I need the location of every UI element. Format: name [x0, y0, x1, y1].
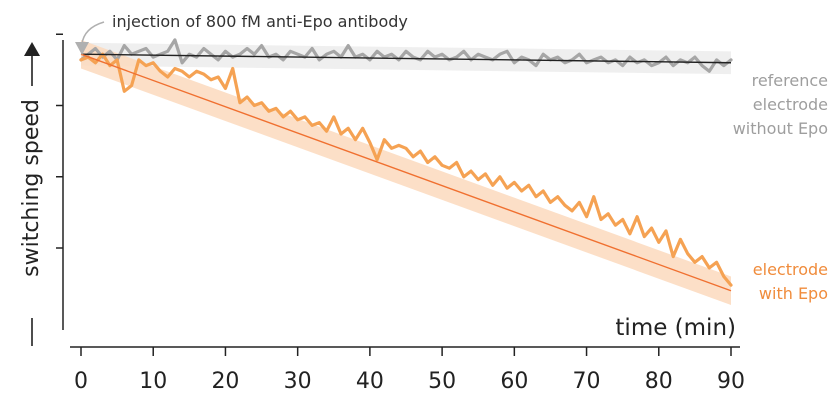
epo-label-line-1: electrode: [753, 260, 828, 279]
reference-label-line-1: reference: [752, 71, 828, 90]
reference-raw-line: [79, 38, 733, 73]
injection-annotation-text: injection of 800 fM anti-Epo antibody: [112, 12, 408, 31]
fit-lines: [80, 53, 732, 292]
x-tick-label-60: 60: [500, 369, 528, 394]
x-tick-label-90: 90: [717, 369, 745, 394]
reference-fit-line: [80, 53, 732, 64]
series-labels: reference electrode without Epo electrod…: [733, 71, 828, 303]
injection-arrow-curve: [81, 21, 105, 45]
epo-fit-line: [80, 53, 732, 292]
x-tick-label-70: 70: [573, 369, 601, 394]
x-tick-label-40: 40: [356, 369, 384, 394]
x-tick-label-20: 20: [211, 369, 239, 394]
reference-label-line-3: without Epo: [733, 119, 828, 138]
y-label-arrow-head: [24, 42, 40, 56]
raw-data-lines: [79, 38, 733, 287]
x-ticks: 0 10 20 30 40 50 60 70 80 90: [74, 347, 745, 394]
y-ticks: [56, 33, 63, 249]
x-tick-label-80: 80: [645, 369, 673, 394]
epo-raw-line: [79, 52, 733, 287]
x-tick-label-0: 0: [74, 369, 88, 394]
reference-label-line-2: electrode: [753, 95, 828, 114]
injection-arrow-head: [75, 42, 89, 55]
y-axis-label: switching speed: [19, 99, 44, 277]
y-axis-label-group: switching speed: [19, 42, 44, 346]
x-tick-label-50: 50: [428, 369, 456, 394]
x-tick-label-30: 30: [284, 369, 312, 394]
x-axis-label: time (min): [615, 315, 736, 341]
x-tick-label-10: 10: [139, 369, 167, 394]
injection-annotation: injection of 800 fM anti-Epo antibody: [75, 12, 408, 55]
epo-label-line-2: with Epo: [759, 284, 828, 303]
